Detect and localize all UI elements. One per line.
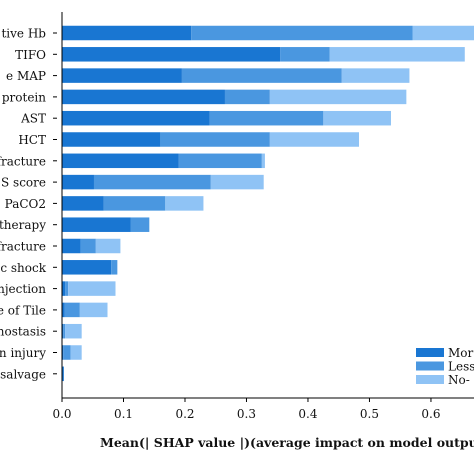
x-axis-ticks: 0.0 0.1 0.2 0.3 0.4 0.5 0.6 xyxy=(52,398,441,421)
category-label: njection xyxy=(0,282,46,296)
bar-segment xyxy=(62,302,65,318)
bar-segment xyxy=(65,323,82,339)
category-labels: tive Hb TIFO e MAP protein AST HCT fracture S s… xyxy=(0,27,57,381)
bar-segment xyxy=(62,174,94,190)
bar-segment xyxy=(269,89,407,105)
legend-swatch xyxy=(416,375,444,384)
bar-segment xyxy=(62,25,192,41)
bar-segment xyxy=(160,132,270,147)
category-label: tive Hb xyxy=(1,27,46,41)
bar-segment xyxy=(62,281,66,296)
category-label: S score xyxy=(1,176,46,190)
bar-segment xyxy=(62,196,104,211)
x-tick-label: 0.3 xyxy=(237,407,256,421)
x-tick-label: 0.2 xyxy=(175,407,194,421)
category-label: fracture xyxy=(0,240,46,254)
bar-segment xyxy=(261,153,265,169)
category-label: HCT xyxy=(18,133,46,147)
category-label: AST xyxy=(20,112,46,126)
bar-segment xyxy=(62,153,179,169)
legend-label: No- xyxy=(448,373,470,387)
bar-segment xyxy=(68,281,116,296)
bar-segment xyxy=(62,366,64,382)
bar-segment xyxy=(329,47,465,62)
category-label: c shock xyxy=(0,261,46,275)
legend-label: Less xyxy=(448,360,474,374)
bar-segment xyxy=(111,260,118,275)
category-label: therapy xyxy=(0,218,46,232)
bar-segment xyxy=(191,25,413,41)
bar-segment xyxy=(341,68,410,83)
bar-segment xyxy=(63,323,66,339)
category-label: TIFO xyxy=(15,48,46,62)
category-label: PaCO2 xyxy=(5,197,46,211)
bar-segment xyxy=(323,110,391,126)
legend-swatch xyxy=(416,361,444,371)
x-tick-label: 0.1 xyxy=(114,407,133,421)
bar-segment xyxy=(62,260,112,275)
bar-segment xyxy=(62,345,64,360)
bar-segment xyxy=(62,110,210,126)
category-label: nostasis xyxy=(0,325,46,339)
bar-segment xyxy=(210,174,264,190)
bar-segment xyxy=(62,323,64,339)
x-tick-label: 0.0 xyxy=(52,407,71,421)
bar-segment xyxy=(269,132,360,147)
category-label: e MAP xyxy=(6,69,46,83)
bar-segment xyxy=(93,174,211,190)
bar-segment xyxy=(95,238,121,254)
bar-segment xyxy=(62,217,131,232)
bar-segment xyxy=(165,196,204,211)
bars-layer xyxy=(62,25,474,382)
bar-segment xyxy=(103,196,166,211)
bar-segment xyxy=(181,68,342,83)
legend-swatch xyxy=(416,348,444,357)
bar-segment xyxy=(62,47,281,62)
bar-segment xyxy=(178,153,262,169)
x-tick-label: 0.4 xyxy=(298,407,317,421)
bar-segment xyxy=(280,47,330,62)
x-tick-label: 0.6 xyxy=(421,407,440,421)
bar-segment xyxy=(64,302,80,318)
bar-segment xyxy=(79,302,108,318)
category-label: protein xyxy=(2,90,46,104)
bar-segment xyxy=(412,25,474,41)
bar-segment xyxy=(62,132,161,147)
bar-segment xyxy=(65,281,69,296)
x-axis-label: Mean(| SHAP value |)(average impact on m… xyxy=(100,435,474,450)
bar-segment xyxy=(63,345,71,360)
bar-segment xyxy=(62,89,225,105)
bar-segment xyxy=(62,238,81,254)
bar-segment xyxy=(62,68,182,83)
category-label: fracture xyxy=(0,154,46,168)
x-tick-label: 0.5 xyxy=(360,407,379,421)
bar-segment xyxy=(80,238,96,254)
bar-segment xyxy=(209,110,324,126)
bar-segment xyxy=(224,89,270,105)
category-label: e of Tile xyxy=(0,303,46,317)
legend-label: Mor xyxy=(448,346,474,360)
bar-segment xyxy=(70,345,82,360)
bar-segment xyxy=(130,217,150,232)
category-label: salvage xyxy=(0,367,46,381)
category-label: an injury xyxy=(0,346,46,360)
